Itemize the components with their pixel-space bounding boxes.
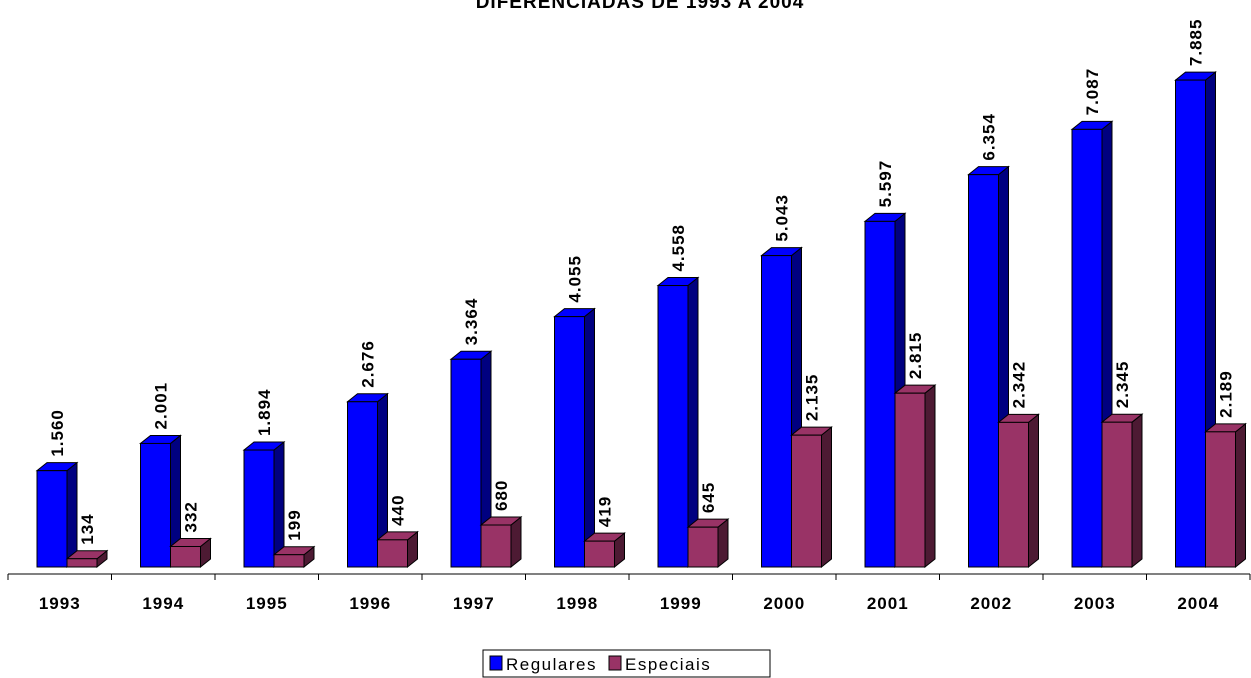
bar <box>761 255 792 568</box>
value-label: 3.364 <box>462 298 481 346</box>
bar <box>243 449 275 568</box>
bar-side <box>1235 422 1246 569</box>
bar-side <box>1028 413 1039 569</box>
value-label: 332 <box>182 501 201 532</box>
bar <box>66 558 98 568</box>
bar <box>554 316 585 568</box>
bar <box>864 220 896 568</box>
bar <box>36 470 68 568</box>
x-tick-label: 2000 <box>763 594 805 613</box>
value-label: 2.345 <box>1113 361 1132 409</box>
x-tick-label: 2001 <box>867 594 909 613</box>
bar <box>273 554 305 568</box>
bar <box>1071 128 1103 568</box>
bar <box>657 285 689 568</box>
bar <box>140 442 171 568</box>
value-label: 5.597 <box>876 160 895 208</box>
x-tick-label: 1993 <box>39 594 81 613</box>
bar-side <box>821 426 832 569</box>
bar <box>347 401 378 568</box>
value-label: 5.043 <box>773 194 792 242</box>
value-label: 2.189 <box>1217 370 1236 418</box>
bar <box>584 540 615 568</box>
bar <box>894 392 926 568</box>
bar-side <box>510 515 522 569</box>
legend-swatch <box>608 655 622 671</box>
bar <box>791 434 822 568</box>
bar <box>687 526 719 568</box>
value-label: 199 <box>285 509 304 540</box>
value-label: 440 <box>389 494 408 525</box>
value-label: 419 <box>596 496 615 527</box>
value-label: 2.001 <box>152 382 171 430</box>
bar <box>480 524 512 568</box>
bar-side <box>924 384 936 569</box>
x-tick-label: 2004 <box>1177 594 1219 613</box>
x-tick-label: 1998 <box>556 594 598 613</box>
bar <box>1205 431 1236 568</box>
bar <box>450 358 482 568</box>
bar-side <box>584 307 595 569</box>
value-label: 1.560 <box>48 409 67 457</box>
value-label: 6.354 <box>980 113 999 161</box>
value-label: 7.087 <box>1083 68 1102 116</box>
x-tick-label: 1997 <box>453 594 495 613</box>
legend-label: Especiais <box>625 655 711 674</box>
value-label: 4.055 <box>566 255 585 303</box>
bar-side <box>1131 413 1143 569</box>
bar <box>377 539 408 568</box>
x-tick-label: 1995 <box>246 594 288 613</box>
value-label: 645 <box>699 482 718 513</box>
x-tick-label: 2003 <box>1074 594 1116 613</box>
bar <box>170 545 201 568</box>
x-tick-label: 1994 <box>142 594 184 613</box>
x-tick-label: 1999 <box>660 594 702 613</box>
legend-label: Regulares <box>506 655 597 674</box>
value-label: 4.558 <box>669 224 688 272</box>
value-label: 2.815 <box>906 332 925 380</box>
chart-title: DIFERENCIADAS DE 1993 A 2004 <box>476 0 805 13</box>
value-label: 2.676 <box>359 340 378 388</box>
legend-swatch <box>489 655 503 671</box>
value-label: 134 <box>78 513 97 544</box>
value-label: 7.885 <box>1187 19 1206 67</box>
x-tick-label: 1996 <box>349 594 391 613</box>
legend-box <box>482 649 771 678</box>
value-label: 680 <box>492 480 511 511</box>
bar <box>1175 79 1206 568</box>
bar <box>998 421 1029 568</box>
bar <box>1101 421 1133 568</box>
x-tick-label: 2002 <box>970 594 1012 613</box>
bar <box>968 174 999 568</box>
value-label: 1.894 <box>255 388 274 436</box>
value-label: 2.135 <box>803 374 822 422</box>
value-label: 2.342 <box>1010 361 1029 409</box>
